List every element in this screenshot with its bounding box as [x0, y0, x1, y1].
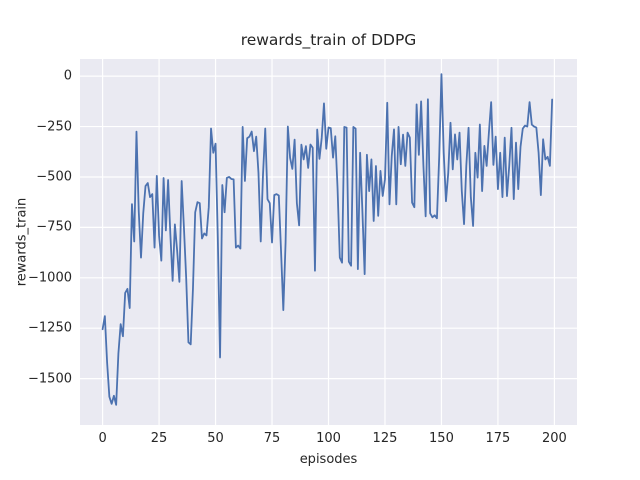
x-tick-label: 125 — [372, 431, 398, 446]
x-axis-label: episodes — [299, 452, 358, 467]
x-tick-label: 150 — [429, 431, 454, 446]
y-tick-label: 0 — [63, 68, 72, 84]
x-tick-label: 75 — [263, 431, 281, 446]
x-tick-label: 50 — [207, 431, 224, 446]
x-tick-label: 0 — [98, 431, 107, 446]
y-tick-label: −1000 — [28, 270, 72, 286]
y-tick-label: −500 — [36, 169, 72, 185]
rewards-line-series — [101, 73, 554, 406]
gridlines — [80, 59, 577, 425]
line-chart-svg — [80, 59, 577, 425]
y-tick-label: −750 — [36, 219, 72, 235]
y-tick-label: −1250 — [28, 320, 72, 336]
y-tick-label: −250 — [36, 119, 72, 135]
y-tick-label: −1500 — [28, 371, 72, 387]
chart-title: rewards_train of DDPG — [240, 31, 417, 49]
x-tick-label: 175 — [485, 431, 511, 446]
x-tick-label: 25 — [150, 431, 168, 446]
x-tick-label: 100 — [316, 431, 341, 446]
x-tick-label: 200 — [541, 431, 567, 446]
plot-area — [80, 59, 577, 425]
